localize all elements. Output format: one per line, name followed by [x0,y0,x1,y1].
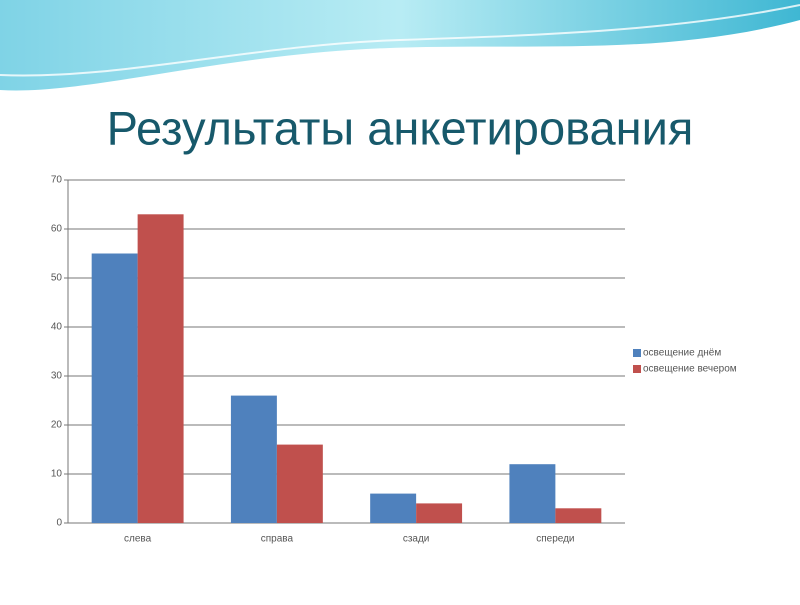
bar [137,214,184,524]
legend-swatch [633,365,641,373]
x-tick-label: спереди [536,534,574,545]
x-tick-label: слева [124,534,152,545]
y-tick-label: 10 [51,469,63,480]
y-tick-label: 60 [51,224,63,235]
header-wave [0,0,800,91]
slide-title: Результаты анкетирования [107,101,694,154]
bar [370,493,417,523]
x-tick-label: сзади [403,534,430,545]
x-tick-label: справа [261,534,294,545]
bar [91,253,138,523]
y-tick-label: 70 [51,175,63,186]
y-tick-label: 40 [51,322,63,333]
y-tick-label: 0 [56,518,62,529]
y-tick-label: 20 [51,420,63,431]
legend-label: освещение днём [643,348,721,359]
bar [230,395,277,523]
wave-line [0,4,800,77]
bar [276,444,323,523]
y-tick-label: 30 [51,371,63,382]
y-tick-label: 50 [51,273,63,284]
legend-label: освещение вечером [643,364,737,375]
bar [416,503,463,523]
bar [509,464,556,523]
bar [555,508,602,523]
legend-swatch [633,349,641,357]
